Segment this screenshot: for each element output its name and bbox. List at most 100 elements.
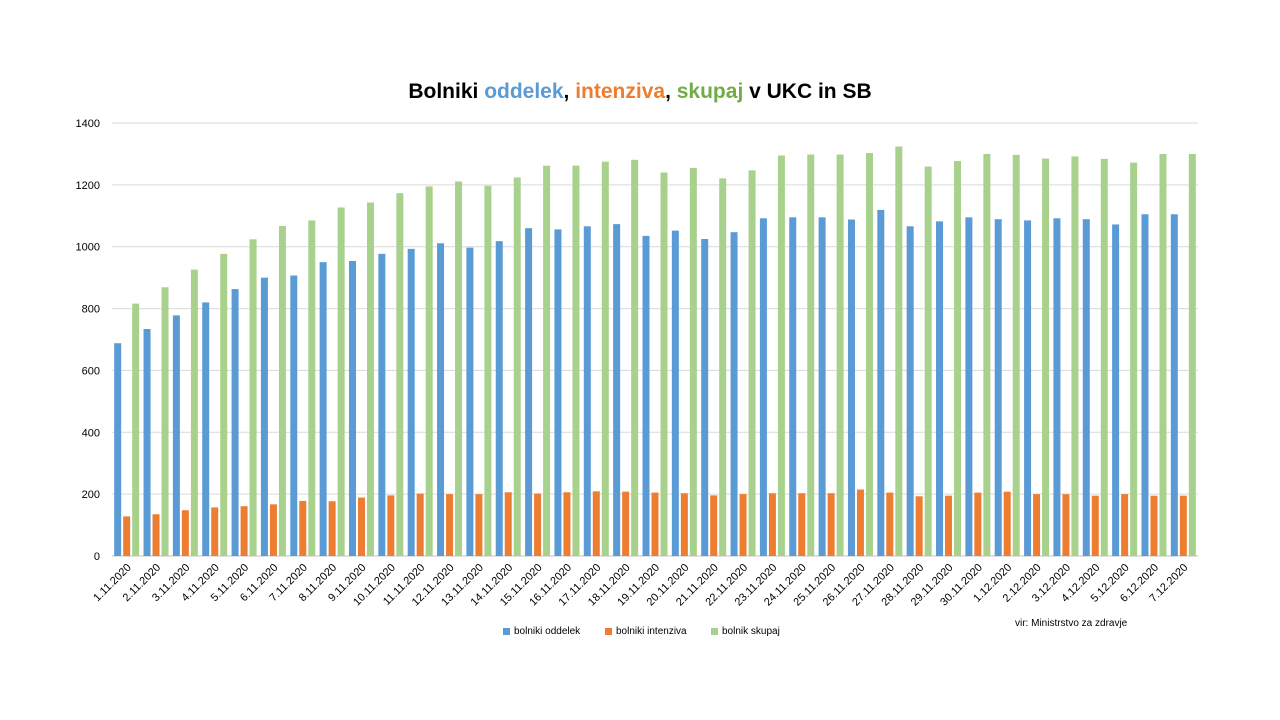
legend-item-3: bolnik skupaj [711,626,780,637]
bar-2-23.11.2020 [768,493,776,556]
bar-1-23.11.2020 [759,218,767,556]
source-note: vir: Ministrstvo za zdravje [1015,618,1128,629]
bar-3-2.12.2020 [1042,158,1050,556]
bar-2-12.11.2020 [446,494,454,556]
bar-2-7.12.2020 [1179,495,1187,556]
bar-3-18.11.2020 [631,159,639,556]
bar-3-1.12.2020 [1012,154,1020,556]
title-separator-2: , [665,80,677,103]
bar-2-8.11.2020 [328,501,336,556]
bars [114,146,1196,557]
bar-2-20.11.2020 [680,493,688,556]
bar-3-8.11.2020 [337,207,345,556]
bar-1-6.12.2020 [1141,214,1149,556]
bar-3-2.11.2020 [161,287,169,556]
bar-2-6.12.2020 [1150,495,1158,556]
bar-3-17.11.2020 [601,161,609,557]
bar-1-7.12.2020 [1170,214,1178,556]
bar-3-15.11.2020 [543,165,551,556]
y-tick-label: 200 [82,489,100,501]
bar-2-28.11.2020 [915,496,923,556]
bar-3-4.11.2020 [220,253,228,556]
bar-1-28.11.2020 [906,226,914,556]
legend-label: bolnik skupaj [722,626,780,637]
bar-3-11.11.2020 [425,186,433,556]
bar-3-6.11.2020 [278,225,286,557]
bar-2-1.12.2020 [1003,491,1011,556]
bar-2-14.11.2020 [504,492,512,556]
bar-3-7.12.2020 [1188,153,1196,556]
bar-1-18.11.2020 [613,224,621,557]
bar-3-30.11.2020 [983,153,991,556]
bar-1-20.11.2020 [671,230,679,557]
bar-3-13.11.2020 [484,185,492,556]
bar-2-3.11.2020 [181,510,189,556]
legend-label: bolniki oddelek [514,626,581,637]
bar-1-21.11.2020 [701,238,709,556]
bar-1-19.11.2020 [642,235,650,556]
bar-3-7.11.2020 [308,220,316,557]
title-oddelek: oddelek [484,80,564,103]
y-axis-tick-labels: 0 200 400 600 800 1000 1200 1400 [76,118,100,563]
bar-3-5.11.2020 [249,239,257,556]
bar-2-30.11.2020 [974,492,982,556]
bar-1-16.11.2020 [554,229,562,556]
bar-3-22.11.2020 [748,170,756,556]
title-suffix: v UKC in SB [743,80,872,103]
bar-2-18.11.2020 [622,491,630,556]
bar-1-24.11.2020 [789,217,797,556]
bar-2-2.12.2020 [1033,494,1041,556]
bar-3-14.11.2020 [513,177,521,557]
bar-1-2.12.2020 [1024,220,1032,557]
bar-1-9.11.2020 [348,260,356,556]
y-tick-label: 1000 [76,242,100,254]
bar-2-22.11.2020 [739,494,747,556]
bar-2-1.11.2020 [123,516,131,556]
bar-2-24.11.2020 [798,493,806,556]
bar-3-20.11.2020 [689,167,697,556]
bar-3-19.11.2020 [660,172,668,556]
bar-1-7.11.2020 [290,275,298,556]
title-intenziva: intenziva [575,80,666,103]
y-tick-label: 800 [82,304,100,316]
bar-3-27.11.2020 [895,146,903,556]
bar-1-8.11.2020 [319,262,327,556]
bar-2-6.11.2020 [269,504,277,556]
bar-1-26.11.2020 [847,219,855,557]
bar-1-10.11.2020 [378,253,386,556]
x-axis-tick-labels: 1.11.20202.11.20203.11.20204.11.20205.11… [91,562,1190,609]
bar-3-29.11.2020 [954,161,962,556]
bar-1-15.11.2020 [525,228,533,556]
bar-1-2.11.2020 [143,328,151,556]
bar-1-1.11.2020 [114,343,122,556]
bar-2-5.11.2020 [240,506,248,556]
bar-3-24.11.2020 [807,154,815,556]
bar-1-5.12.2020 [1112,224,1120,556]
bar-3-6.12.2020 [1159,153,1167,556]
y-tick-label: 400 [82,427,100,439]
bar-2-29.11.2020 [945,495,953,556]
bar-2-4.11.2020 [211,507,219,556]
bar-2-11.11.2020 [416,493,424,556]
bar-1-3.12.2020 [1053,218,1061,556]
bar-2-7.11.2020 [299,500,307,556]
y-tick-label: 0 [94,551,100,563]
bar-3-23.11.2020 [777,155,785,556]
title-separator-1: , [563,80,576,103]
bar-3-28.11.2020 [924,166,932,556]
bar-2-4.12.2020 [1091,495,1099,556]
bar-1-14.11.2020 [495,241,503,556]
chart-title: Bolniki oddelek, intenziva, skupaj v UKC… [0,80,1280,104]
bar-1-1.12.2020 [994,219,1002,556]
legend-item-2: bolniki intenziva [605,626,687,637]
legend-swatch [711,628,718,635]
bar-3-25.11.2020 [836,154,844,556]
bar-1-4.11.2020 [202,302,210,556]
legend-item-1: bolniki oddelek [503,626,580,637]
bar-3-9.11.2020 [366,202,374,556]
bar-2-16.11.2020 [563,492,571,556]
legend-label: bolniki intenziva [616,626,687,637]
bar-3-5.12.2020 [1130,162,1138,557]
title-skupaj: skupaj [676,80,744,103]
